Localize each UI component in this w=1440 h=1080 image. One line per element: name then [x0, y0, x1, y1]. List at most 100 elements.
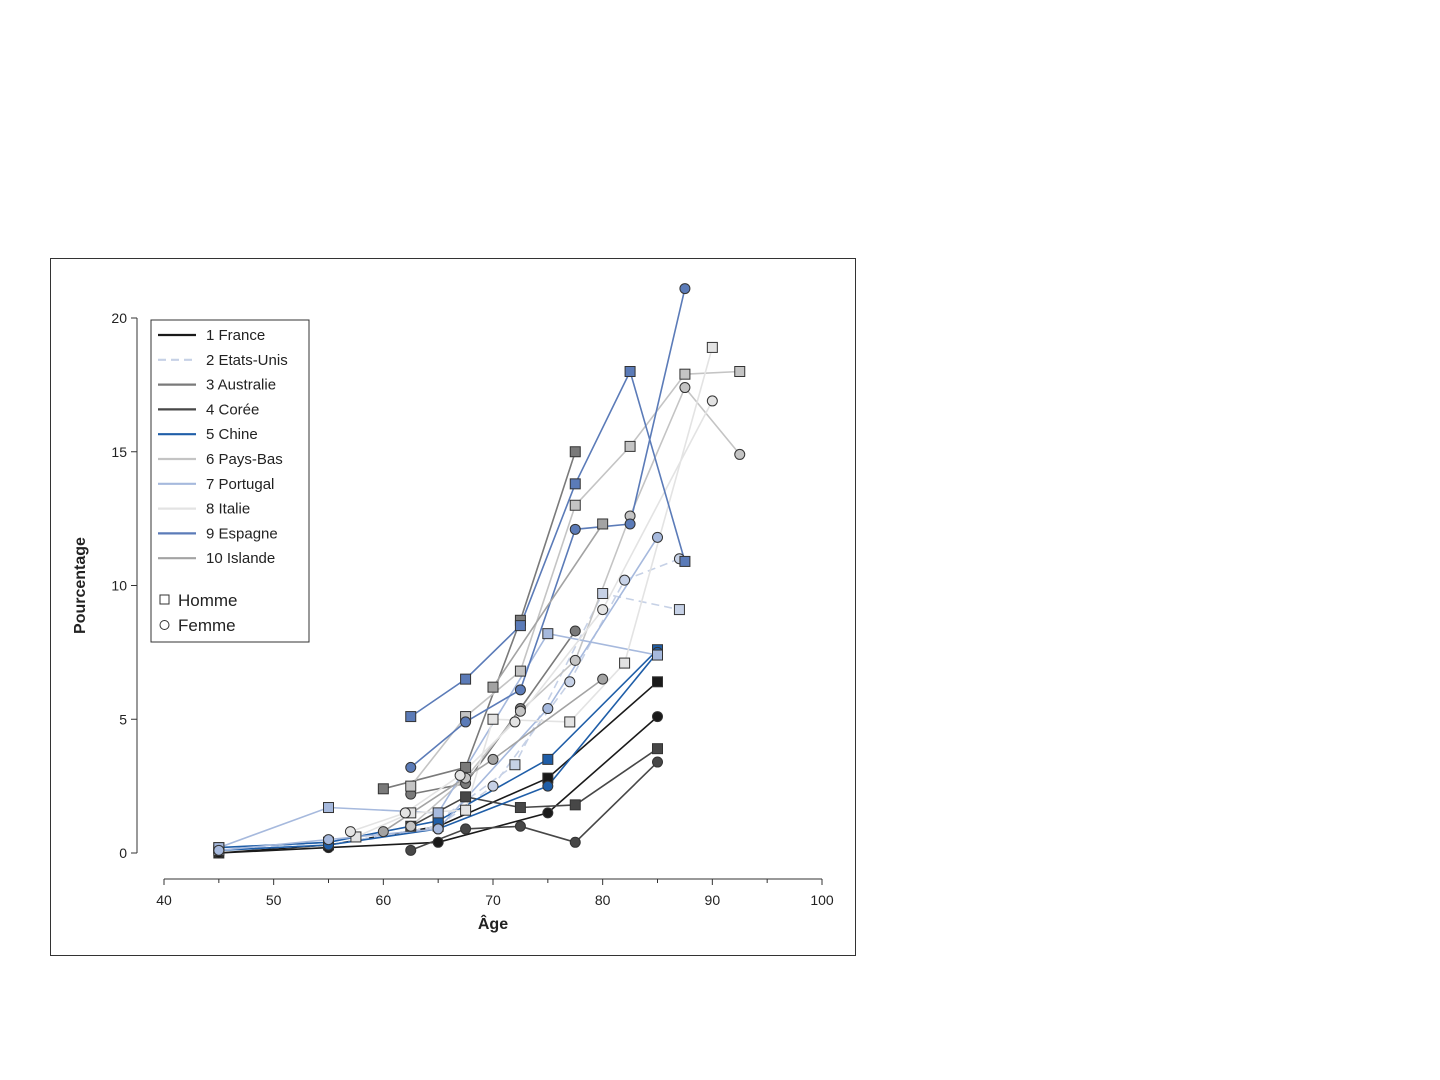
series-line-homme — [410, 369, 686, 718]
legend-entry: 5 Chine — [206, 426, 258, 443]
point-femme — [460, 716, 472, 728]
point-homme — [460, 804, 472, 816]
legend-entry: 6 Pays-Bas — [206, 451, 283, 468]
y-tick-label: 0 — [119, 845, 127, 861]
point-homme — [514, 665, 526, 677]
x-tick-label: 40 — [156, 892, 172, 908]
legend-entry: 2 Etats-Unis — [206, 352, 288, 369]
point-femme — [706, 395, 718, 407]
point-homme — [706, 341, 718, 353]
point-femme — [213, 844, 225, 856]
point-femme — [487, 753, 499, 765]
point-femme — [514, 684, 526, 696]
point-homme — [679, 368, 691, 380]
point-homme — [673, 604, 685, 616]
series-line-femme — [410, 630, 576, 795]
legend-entry: 4 Corée — [206, 401, 259, 418]
point-femme — [460, 823, 472, 835]
x-tick-label: 100 — [810, 892, 834, 908]
legend-entry: 1 France — [206, 327, 265, 344]
point-femme — [377, 826, 389, 838]
legend-marker-label: Homme — [178, 591, 238, 610]
y-tick-label: 20 — [111, 310, 127, 326]
x-tick-label: 70 — [485, 892, 501, 908]
point-homme — [460, 761, 472, 773]
point-homme — [564, 716, 576, 728]
point-femme — [323, 834, 334, 846]
point-femme — [597, 673, 609, 685]
point-femme — [569, 654, 581, 666]
point-homme — [377, 783, 389, 795]
point-homme — [569, 799, 581, 811]
point-homme — [487, 713, 499, 725]
point-homme — [487, 681, 499, 693]
point-femme — [542, 780, 554, 792]
point-femme — [597, 604, 609, 616]
point-femme — [734, 448, 746, 460]
point-femme — [514, 820, 526, 832]
legend-entry: 8 Italie — [206, 501, 250, 518]
point-homme — [460, 791, 472, 803]
point-homme — [624, 440, 636, 452]
point-femme — [399, 807, 411, 819]
point-femme — [569, 836, 581, 848]
point-femme — [679, 382, 691, 394]
point-homme — [542, 753, 554, 765]
legend-entry: 9 Espagne — [206, 525, 278, 542]
point-femme — [652, 711, 663, 723]
point-homme — [652, 676, 663, 688]
point-femme — [432, 836, 444, 848]
line-chart: 40 50 60 70 80 90 100 0 5 10 15 20 1 France 2 Etats-… — [72, 283, 834, 933]
y-tick-label: 10 — [111, 578, 127, 594]
point-femme — [344, 826, 356, 838]
point-homme — [514, 620, 526, 632]
series-line-femme — [350, 400, 714, 833]
x-tick-label: 90 — [705, 892, 721, 908]
point-homme — [514, 802, 526, 814]
point-homme — [652, 649, 663, 661]
point-homme — [569, 478, 581, 490]
point-homme — [679, 555, 691, 567]
point-homme — [652, 743, 663, 755]
point-femme — [405, 820, 417, 832]
point-homme — [323, 802, 334, 814]
y-axis-title: Pourcentage — [72, 537, 89, 634]
point-femme — [564, 676, 576, 688]
point-homme — [432, 807, 444, 819]
y-tick-label: 5 — [119, 711, 127, 727]
point-femme — [542, 807, 554, 819]
point-femme — [652, 531, 663, 543]
x-tick-label: 50 — [266, 892, 282, 908]
x-axis-title: Âge — [478, 914, 508, 933]
point-femme — [509, 716, 521, 728]
point-homme — [460, 673, 472, 685]
point-femme — [569, 523, 581, 535]
series-line-femme — [410, 288, 686, 769]
point-femme — [405, 761, 417, 773]
series-line-homme — [383, 451, 577, 790]
point-femme — [619, 574, 631, 586]
legend-marker-femme — [159, 620, 170, 630]
point-homme — [597, 588, 609, 600]
point-homme — [597, 518, 609, 530]
point-femme — [652, 756, 663, 768]
point-homme — [405, 780, 417, 792]
point-homme — [619, 657, 631, 669]
legend-entry: 3 Australie — [206, 377, 276, 394]
legend-marker-homme — [159, 594, 170, 605]
point-homme — [569, 499, 581, 511]
point-femme — [432, 823, 444, 835]
point-femme — [454, 769, 466, 781]
point-homme — [569, 446, 581, 458]
series-line-homme — [410, 370, 740, 787]
point-homme — [734, 366, 746, 377]
point-homme — [542, 628, 554, 640]
point-homme — [624, 366, 636, 377]
series-line-homme — [492, 523, 604, 688]
legend-entry: 10 Islande — [206, 550, 275, 567]
point-femme — [679, 283, 691, 295]
x-tick-label: 60 — [376, 892, 392, 908]
x-tick-label: 80 — [595, 892, 611, 908]
point-femme — [405, 844, 417, 856]
chart-frame: 40 50 60 70 80 90 100 0 5 10 15 20 1 France 2 Etats-… — [50, 258, 856, 956]
